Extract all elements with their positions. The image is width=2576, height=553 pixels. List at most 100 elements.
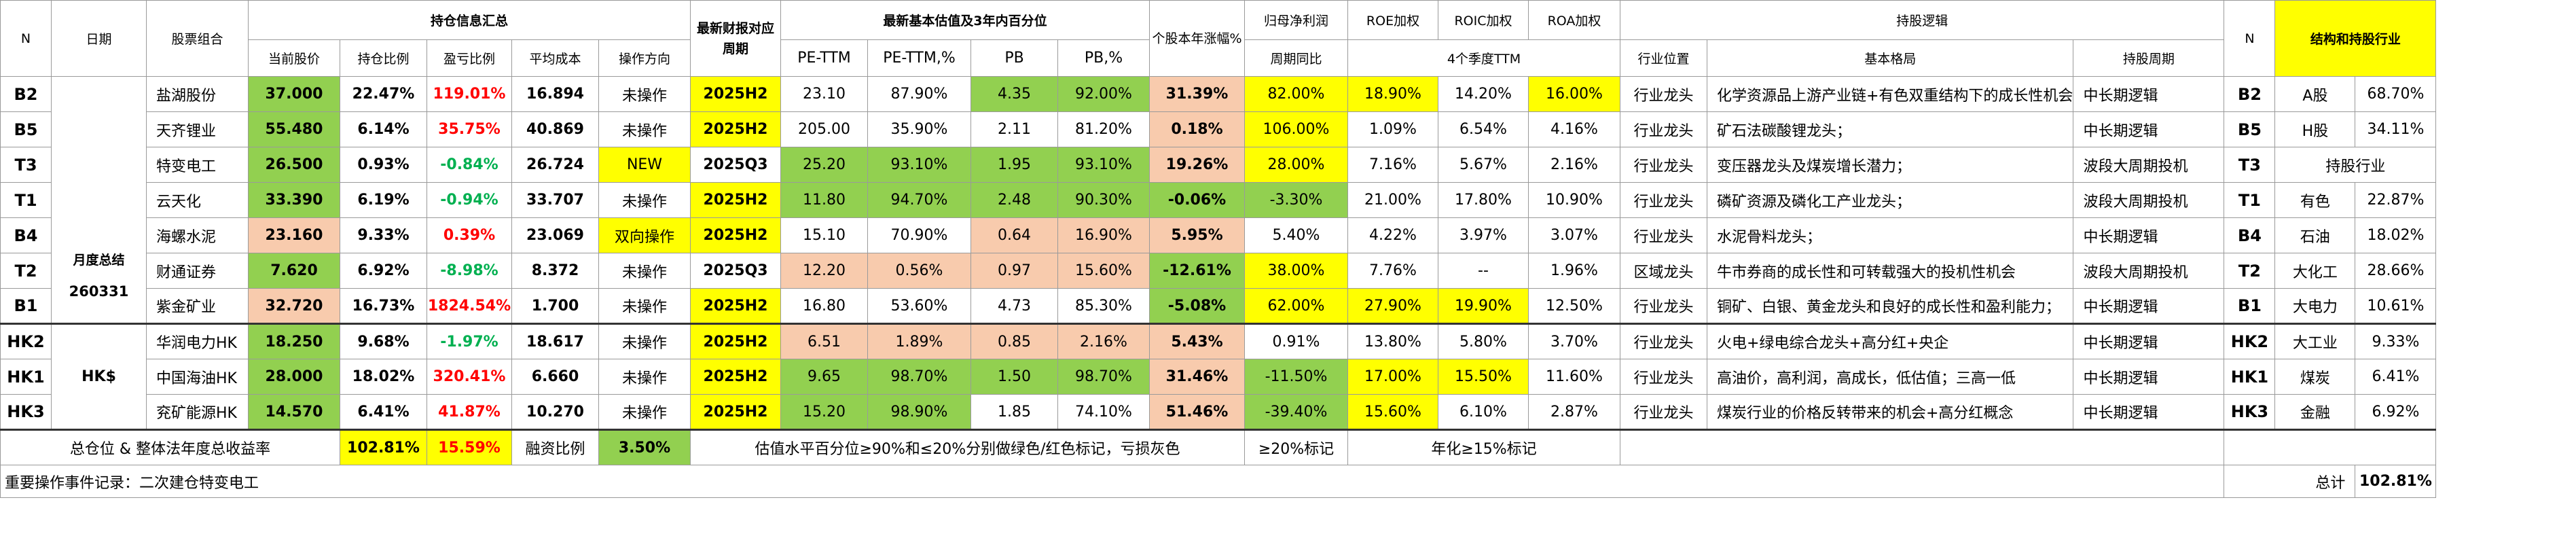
row-pb-pct: 93.10% [1057, 147, 1150, 183]
row-roic: 5.80% [1438, 323, 1529, 359]
header-date: 日期 [51, 0, 147, 77]
row-ytd: -0.06% [1149, 182, 1245, 218]
header-n: N [0, 0, 52, 77]
row-pe: 12.20 [780, 253, 868, 289]
row-cycle: 波段大周期投机 [2073, 182, 2225, 218]
row-direction: 未操作 [598, 394, 691, 430]
row-name: 兖矿能源HK [146, 394, 249, 430]
row-code-right: T2 [2224, 253, 2276, 289]
hk-currency-label: HK$ [51, 323, 147, 430]
row-pe: 25.20 [780, 147, 868, 183]
industry-pct: 10.61% [2355, 288, 2437, 324]
row-weight: 18.02% [340, 359, 427, 395]
row-roic: -- [1438, 253, 1529, 289]
row-roe: 27.90% [1347, 288, 1438, 324]
row-profit: -11.50% [1244, 359, 1348, 395]
row-roic: 15.50% [1438, 359, 1529, 395]
row-pnl: -0.94% [427, 182, 512, 218]
row-pattern: 化学资源品上游产业链+有色双重结构下的成长性机会 [1706, 76, 2074, 112]
row-pnl: 0.39% [427, 217, 512, 253]
row-period: 2025H2 [690, 76, 781, 112]
row-name: 华润电力HK [146, 323, 249, 359]
row-cost: 6.660 [511, 359, 599, 395]
row-price: 28.000 [248, 359, 340, 395]
row-pe: 205.00 [780, 111, 868, 147]
row-pe-pct: 53.60% [867, 288, 971, 324]
row-roic: 5.67% [1438, 147, 1529, 183]
total-position: 102.81% [340, 429, 427, 465]
row-period: 2025H2 [690, 323, 781, 359]
row-pe: 16.80 [780, 288, 868, 324]
row-cycle: 中长期逻辑 [2073, 76, 2225, 112]
row-pnl: 41.87% [427, 394, 512, 430]
industry-name: 有色 [2274, 182, 2356, 218]
row-cycle: 中长期逻辑 [2073, 394, 2225, 430]
row-ytd: 31.46% [1149, 359, 1245, 395]
row-code: T3 [0, 147, 52, 183]
row-pe: 15.20 [780, 394, 868, 430]
row-period: 2025H2 [690, 359, 781, 395]
row-industry-pos: 行业龙头 [1620, 217, 1707, 253]
row-roe: 7.16% [1347, 147, 1438, 183]
event-record: 重要操作事件记录：二次建仓特变电工 [0, 465, 2225, 498]
header-holding-logic: 持股逻辑 [1619, 0, 2225, 40]
row-industry-pos: 行业龙头 [1620, 147, 1707, 183]
row-price: 14.570 [248, 394, 340, 430]
footer-right-blank [2224, 429, 2437, 465]
header-roe: ROE加权 [1347, 0, 1438, 40]
header-avg-cost: 平均成本 [511, 39, 599, 77]
row-code-right: B2 [2224, 76, 2276, 112]
header-pnl: 盈亏比例 [427, 39, 512, 77]
row-direction: 未操作 [598, 288, 691, 324]
row-weight: 6.14% [340, 111, 427, 147]
row-code-right: HK2 [2224, 323, 2276, 359]
row-name: 财通证券 [146, 253, 249, 289]
row-price: 32.720 [248, 288, 340, 324]
header-portfolio: 股票组合 [146, 0, 249, 77]
row-code-right: B1 [2224, 288, 2276, 324]
row-code: B5 [0, 111, 52, 147]
industry-pct: 9.33% [2355, 323, 2437, 359]
row-profit: -3.30% [1244, 182, 1348, 218]
row-cost: 40.869 [511, 111, 599, 147]
row-cycle: 中长期逻辑 [2073, 217, 2225, 253]
header-roa: ROA加权 [1528, 0, 1620, 40]
row-name: 盐湖股份 [146, 76, 249, 112]
row-name: 云天化 [146, 182, 249, 218]
row-pb-pct: 85.30% [1057, 288, 1150, 324]
row-ytd: 19.26% [1149, 147, 1245, 183]
header-n2: N [2224, 0, 2276, 77]
row-pnl: 1824.54% [427, 288, 512, 324]
row-roic: 6.10% [1438, 394, 1529, 430]
row-industry-pos: 行业龙头 [1620, 394, 1707, 430]
row-cost: 18.617 [511, 323, 599, 359]
header-valuation: 最新基本估值及3年内百分位 [780, 0, 1150, 40]
industry-name: 金融 [2274, 394, 2356, 430]
row-code: T1 [0, 182, 52, 218]
row-ytd: -5.08% [1149, 288, 1245, 324]
header-industry-pos: 行业位置 [1620, 39, 1707, 77]
row-pe-pct: 70.90% [867, 217, 971, 253]
row-cost: 1.700 [511, 288, 599, 324]
row-period: 2025H2 [690, 394, 781, 430]
row-ytd: 0.18% [1149, 111, 1245, 147]
row-code: T2 [0, 253, 52, 289]
row-code-right: B5 [2224, 111, 2276, 147]
header-profit: 归母净利润 [1244, 0, 1348, 40]
row-pb-pct: 2.16% [1057, 323, 1150, 359]
row-price: 37.000 [248, 76, 340, 112]
row-roe: 15.60% [1347, 394, 1438, 430]
total-label: 总仓位 & 整体法年度总收益率 [0, 429, 340, 465]
row-industry-pos: 行业龙头 [1620, 359, 1707, 395]
margin-value: 3.50% [598, 429, 691, 465]
row-roa: 16.00% [1528, 76, 1620, 112]
row-ytd: 51.46% [1149, 394, 1245, 430]
row-pb-pct: 16.90% [1057, 217, 1150, 253]
row-price: 33.390 [248, 182, 340, 218]
row-profit: 62.00% [1244, 288, 1348, 324]
industry-pct: 22.87% [2355, 182, 2437, 218]
row-cost: 10.270 [511, 394, 599, 430]
industry-pct: 6.41% [2355, 359, 2437, 395]
industry-pct: 68.70% [2355, 76, 2437, 112]
row-pb: 2.48 [970, 182, 1058, 218]
